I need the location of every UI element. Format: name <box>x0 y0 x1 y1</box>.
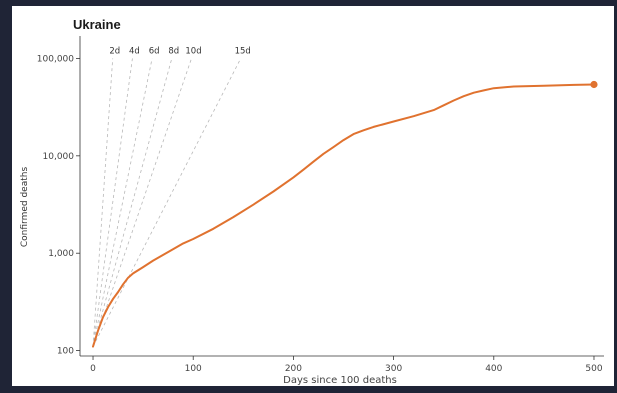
x-tick-label: 400 <box>485 364 502 374</box>
series-end-point <box>590 80 598 89</box>
chart-title: Ukraine <box>73 17 121 32</box>
x-tick-label: 100 <box>185 364 202 374</box>
y-tick-label: 100,000 <box>37 54 74 64</box>
x-tick-label: 500 <box>585 364 602 374</box>
reference-label-15d: 15d <box>235 46 251 56</box>
reference-label-8d: 8d <box>168 46 179 56</box>
reference-line-2d <box>92 58 114 347</box>
x-axis-label: Days since 100 deaths <box>283 375 397 386</box>
series-layer <box>92 80 598 348</box>
reference-line-4d <box>92 58 133 347</box>
reference-line-8d <box>92 58 173 347</box>
series-line-0 <box>92 83 595 348</box>
reference-line-10d <box>92 58 192 347</box>
chart-canvas: 0 100 200 300 400 500 100 1,000 10,000 100,000 2d… <box>37 36 604 374</box>
chart-panel: 0 100 200 300 400 500 100 1,000 10,000 100,000 2d… <box>12 6 614 386</box>
reference-label-2d: 2d <box>109 46 120 56</box>
axes-layer: 0 100 200 300 400 500 100 1,000 10,000 100,000 <box>37 36 604 374</box>
reference-label-10d: 10d <box>185 46 201 56</box>
reference-line-6d <box>92 58 153 347</box>
x-tick-label: 0 <box>90 364 96 374</box>
reference-line-15d <box>92 58 242 347</box>
y-tick-label: 100 <box>57 347 74 357</box>
reference-label-4d: 4d <box>129 46 140 56</box>
y-axis-label: Confirmed deaths <box>20 166 30 248</box>
y-tick-label: 1,000 <box>48 249 74 259</box>
doubling-reference-lines: 2d 4d 6d 8d 10d 15d <box>92 46 251 347</box>
x-tick-label: 200 <box>285 364 302 374</box>
x-tick-label: 300 <box>385 364 402 374</box>
reference-label-6d: 6d <box>149 46 160 56</box>
y-tick-label: 10,000 <box>43 152 75 162</box>
